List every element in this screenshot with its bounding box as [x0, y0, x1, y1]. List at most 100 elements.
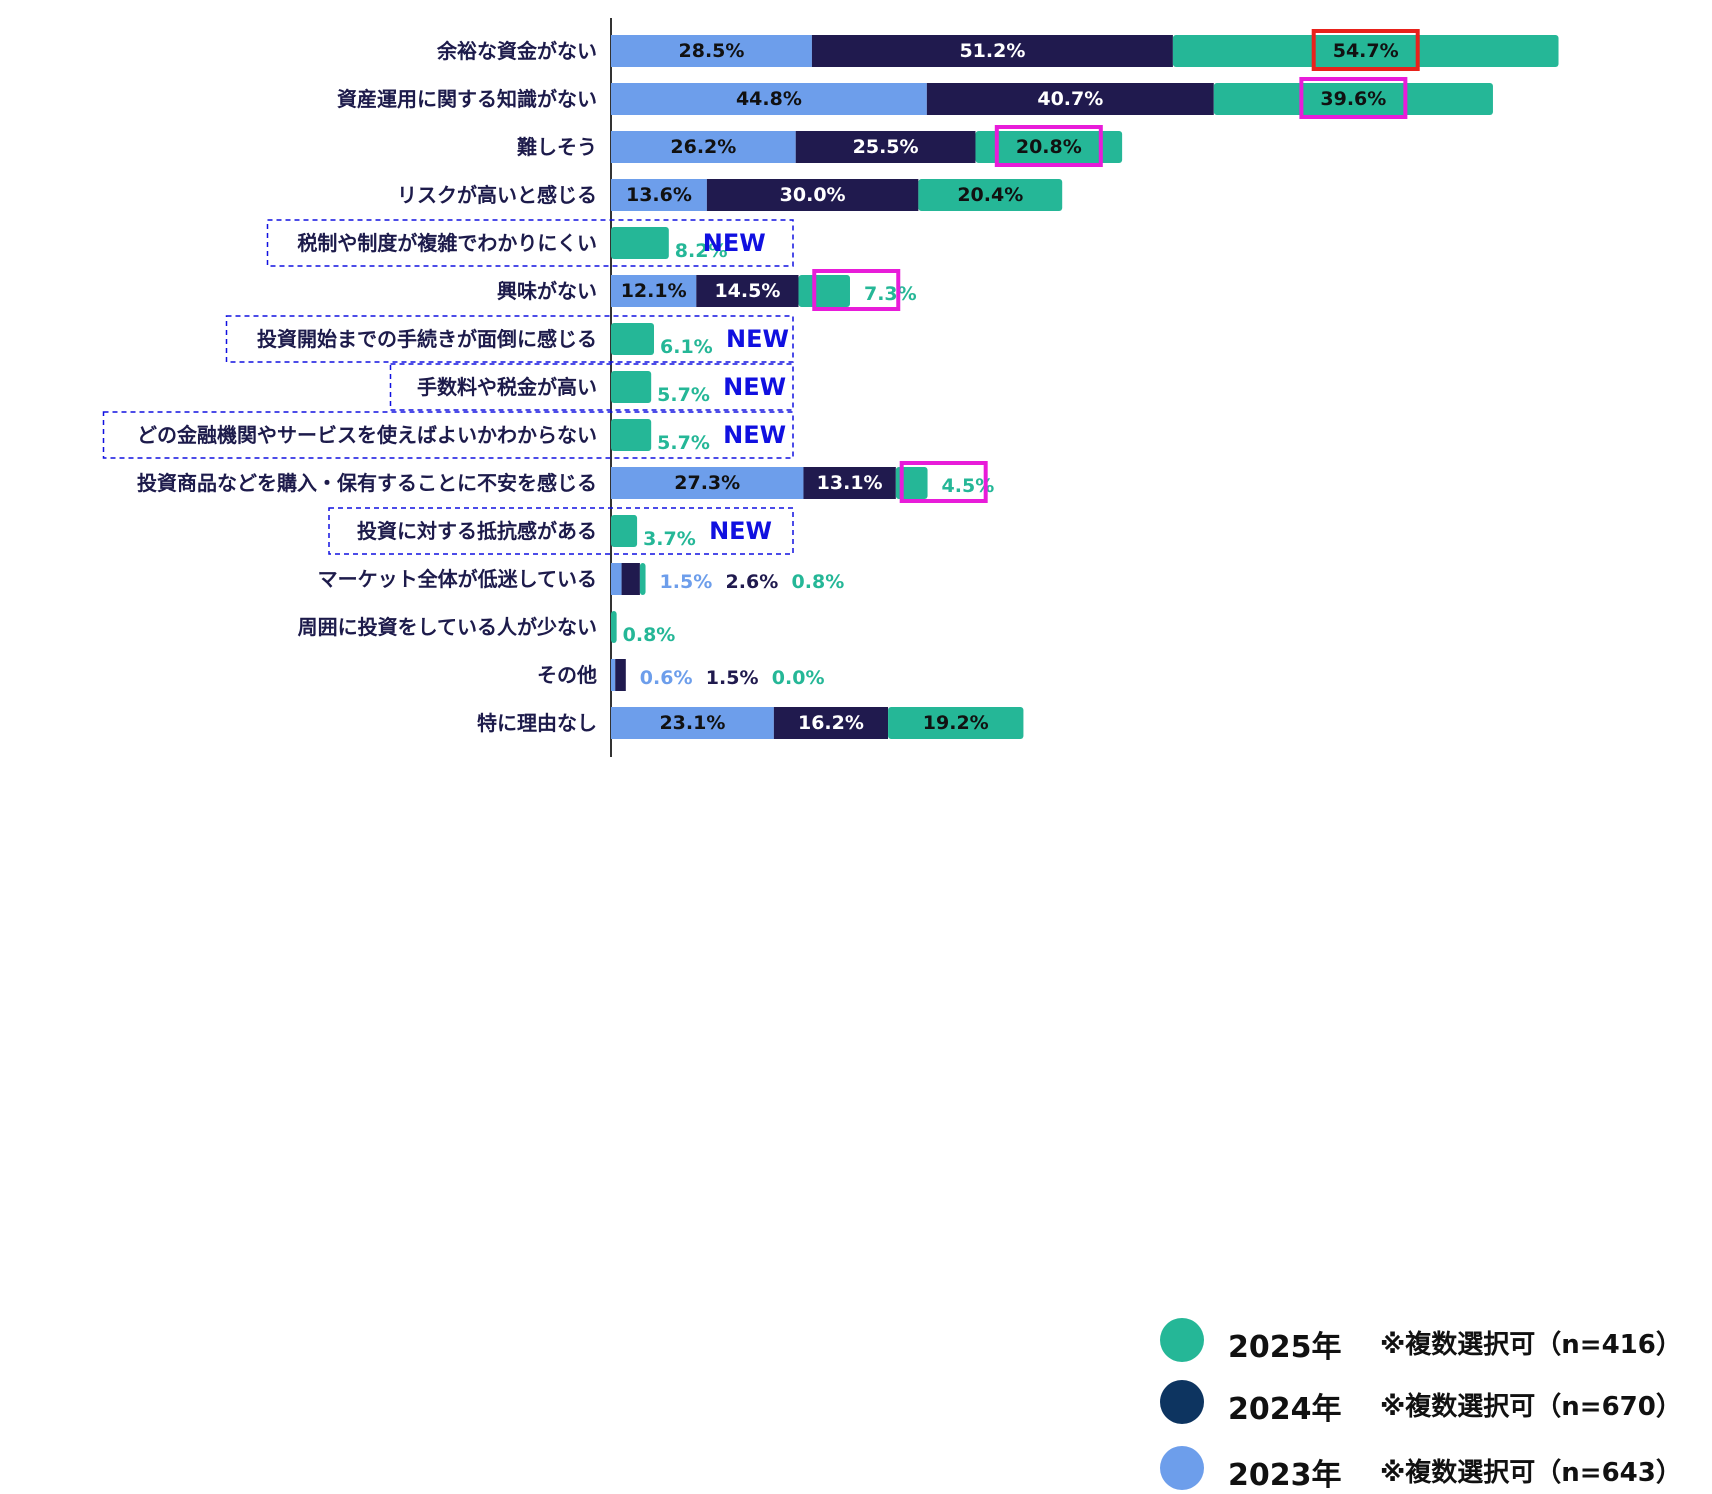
- data-label-2024: 2.6%: [726, 571, 779, 593]
- data-label-2025: 5.7%: [657, 384, 710, 406]
- data-label-2025: 39.6%: [1320, 88, 1386, 110]
- category-label: どの金融機関やサービスを使えばよいかわからない: [137, 423, 597, 447]
- data-label-2025: 0.0%: [772, 667, 825, 689]
- bar-segment-2025: [918, 179, 1063, 211]
- category-label: マーケット全体が低迷している: [318, 567, 597, 591]
- bar-segment-2024: [773, 707, 889, 739]
- bar-segment-2024: [706, 179, 919, 211]
- highlight-box: [812, 269, 901, 311]
- legend-swatch-2024: [1160, 1380, 1204, 1424]
- new-badge: NEW: [709, 517, 772, 545]
- category-label: その他: [537, 663, 597, 687]
- bar-segment-2025: [975, 131, 1123, 163]
- new-item-frame: [328, 507, 794, 555]
- bar-segment-2025: [611, 371, 652, 403]
- data-label-2025: 20.8%: [1016, 136, 1082, 158]
- data-label-2025: 6.1%: [660, 336, 713, 358]
- data-label-2023: 28.5%: [679, 40, 745, 62]
- new-badge: NEW: [723, 421, 786, 449]
- legend-year-2025: 2025年: [1228, 1330, 1342, 1365]
- legend-item-2024: 2024年 ※複数選択可（n=670）: [1160, 1380, 1712, 1428]
- data-label-2023: 27.3%: [674, 472, 740, 494]
- category-label: 余裕な資金がない: [436, 39, 597, 63]
- data-label-2025: 4.5%: [942, 475, 995, 497]
- legend-note-2024: ※複数選択可（n=670）: [1380, 1392, 1682, 1422]
- data-label-2025: 0.8%: [623, 624, 676, 646]
- bar-segment-2023: [611, 275, 697, 307]
- bar-segment-2025: [1213, 83, 1493, 115]
- chart-svg: 余裕な資金がない 28.5% 51.2% 54.7% 資産運用に関する知識がない 44.8…: [102, 18, 1559, 757]
- bar-segment-2024: [811, 35, 1173, 67]
- category-label: 投資に対する抵抗感がある: [357, 519, 597, 543]
- data-label-2024: 16.2%: [798, 712, 864, 734]
- category-label: リスクが高いと感じる: [397, 183, 597, 207]
- bar-segment-2023: [611, 179, 707, 211]
- data-label-2025: 20.4%: [957, 184, 1023, 206]
- legend-item-2023: 2023年 ※複数選択可（n=643）: [1160, 1446, 1712, 1494]
- category-label: 難しそう: [517, 135, 597, 159]
- data-label-2025: 7.3%: [864, 283, 917, 305]
- bar-segment-2025: [611, 323, 655, 355]
- data-label-2024: 1.5%: [706, 667, 759, 689]
- legend-swatch-2025: [1160, 1318, 1204, 1362]
- bar-segment-2025: [798, 275, 850, 307]
- new-badge: NEW: [703, 229, 766, 257]
- bar-segment-2024: [615, 659, 626, 691]
- legend-year-2024: 2024年: [1228, 1392, 1342, 1427]
- category-label: 投資商品などを購入・保有することに不安を感じる: [137, 471, 597, 495]
- highlight-box: [994, 125, 1103, 167]
- data-label-2023: 26.2%: [670, 136, 736, 158]
- bar-segment-2025: [611, 227, 669, 259]
- bar-segment-2024: [926, 83, 1214, 115]
- category-label: 資産運用に関する知識がない: [337, 87, 597, 111]
- bar-segment-2023: [611, 707, 774, 739]
- data-label-2024: 51.2%: [959, 40, 1025, 62]
- new-item-frame: [389, 363, 794, 411]
- data-label-2025: 0.8%: [792, 571, 845, 593]
- bar-segment-2023: [611, 563, 622, 595]
- highlight-box: [1299, 77, 1408, 119]
- bar-segment-2023: [611, 467, 804, 499]
- data-label-2023: 13.6%: [626, 184, 692, 206]
- new-item-frame: [102, 411, 794, 459]
- new-item-frame: [225, 315, 794, 363]
- data-label-2023: 1.5%: [660, 571, 713, 593]
- bar-segment-2025: [611, 419, 652, 451]
- bar-segment-2025: [639, 563, 646, 595]
- data-label-2023: 12.1%: [621, 280, 687, 302]
- highlight-box: [899, 461, 988, 503]
- bar-segment-2024: [803, 467, 896, 499]
- legend-note-2023: ※複数選択可（n=643）: [1380, 1458, 1682, 1488]
- bar-segment-2025: [888, 707, 1024, 739]
- data-label-2025: 5.7%: [657, 432, 710, 454]
- bar-segment-2023: [611, 83, 927, 115]
- bar-segment-2025: [611, 611, 617, 643]
- bar-segment-2025: [895, 467, 928, 499]
- bar-segment-2024: [621, 563, 640, 595]
- data-label-2024: 14.5%: [714, 280, 780, 302]
- new-badge: NEW: [723, 373, 786, 401]
- category-label: 手数料や税金が高い: [417, 375, 597, 399]
- bar-segment-2024: [795, 131, 976, 163]
- data-label-2025: 8.2%: [675, 240, 728, 262]
- bar-segment-2023: [611, 659, 616, 691]
- stacked-bar-chart: 余裕な資金がない 28.5% 51.2% 54.7% 資産運用に関する知識がない 44.8…: [102, 18, 1682, 1493]
- data-label-2024: 25.5%: [853, 136, 919, 158]
- bar-segment-2025: [611, 515, 638, 547]
- data-label-2024: 40.7%: [1037, 88, 1103, 110]
- data-label-2025: 3.7%: [643, 528, 696, 550]
- data-label-2024: 13.1%: [817, 472, 883, 494]
- new-badge: NEW: [726, 325, 789, 353]
- legend-swatch-2023: [1160, 1446, 1204, 1490]
- legend-note-2025: ※複数選択可（n=416）: [1380, 1330, 1682, 1360]
- legend-year-2023: 2023年: [1228, 1458, 1342, 1493]
- category-label: 興味がない: [497, 279, 597, 303]
- legend-item-2025: 2025年 ※複数選択可（n=416）: [1160, 1318, 1712, 1366]
- bar-segment-2025: [1172, 35, 1559, 67]
- bar-segment-2024: [696, 275, 799, 307]
- category-label: 特に理由なし: [477, 711, 597, 735]
- data-label-2023: 0.6%: [640, 667, 693, 689]
- bar-segment-2023: [611, 131, 796, 163]
- highlight-box: [1311, 29, 1420, 71]
- data-label-2023: 23.1%: [659, 712, 725, 734]
